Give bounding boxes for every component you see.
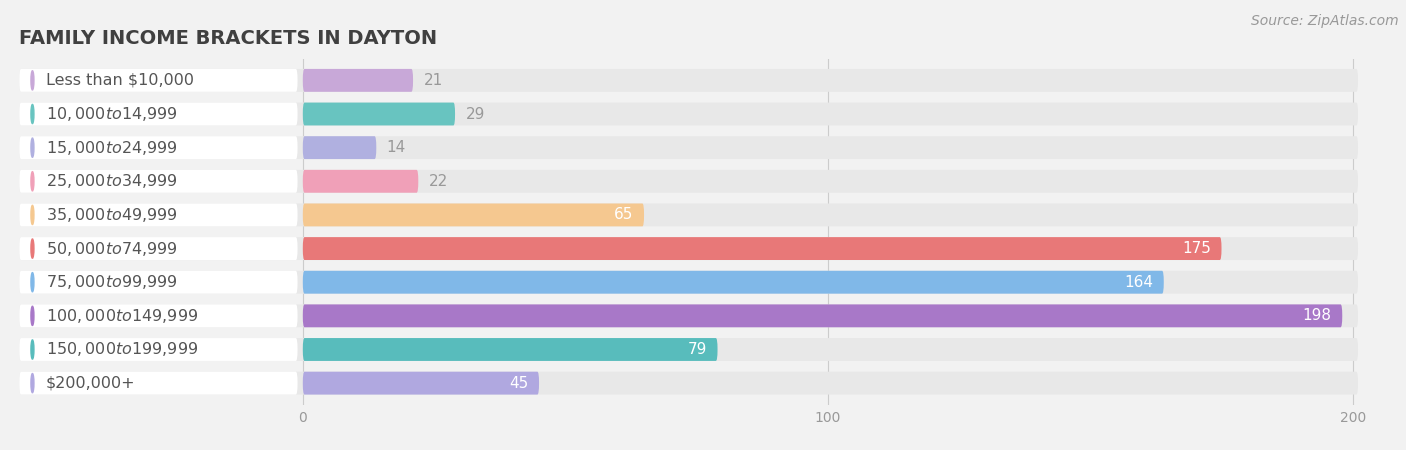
Circle shape [31, 71, 34, 90]
FancyBboxPatch shape [20, 103, 1358, 126]
FancyBboxPatch shape [20, 136, 1358, 159]
FancyBboxPatch shape [20, 271, 1358, 294]
FancyBboxPatch shape [20, 136, 298, 159]
Text: $150,000 to $199,999: $150,000 to $199,999 [45, 341, 198, 359]
Text: 175: 175 [1182, 241, 1211, 256]
Text: $10,000 to $14,999: $10,000 to $14,999 [45, 105, 177, 123]
FancyBboxPatch shape [302, 203, 644, 226]
FancyBboxPatch shape [20, 69, 298, 92]
Text: 45: 45 [509, 376, 529, 391]
Text: $200,000+: $200,000+ [45, 376, 135, 391]
Text: 14: 14 [387, 140, 406, 155]
FancyBboxPatch shape [20, 338, 298, 361]
Circle shape [31, 273, 34, 292]
Text: $15,000 to $24,999: $15,000 to $24,999 [45, 139, 177, 157]
FancyBboxPatch shape [20, 69, 1358, 92]
FancyBboxPatch shape [20, 203, 1358, 226]
FancyBboxPatch shape [302, 103, 456, 126]
Text: $100,000 to $149,999: $100,000 to $149,999 [45, 307, 198, 325]
FancyBboxPatch shape [302, 237, 1222, 260]
FancyBboxPatch shape [20, 304, 1358, 327]
Circle shape [31, 205, 34, 225]
Circle shape [31, 138, 34, 157]
Circle shape [31, 374, 34, 393]
Text: $25,000 to $34,999: $25,000 to $34,999 [45, 172, 177, 190]
Text: 164: 164 [1125, 274, 1153, 290]
Text: 29: 29 [465, 107, 485, 122]
Text: $75,000 to $99,999: $75,000 to $99,999 [45, 273, 177, 291]
Text: 198: 198 [1303, 308, 1331, 324]
FancyBboxPatch shape [20, 271, 298, 294]
FancyBboxPatch shape [302, 170, 419, 193]
Text: FAMILY INCOME BRACKETS IN DAYTON: FAMILY INCOME BRACKETS IN DAYTON [20, 29, 437, 49]
FancyBboxPatch shape [302, 338, 717, 361]
FancyBboxPatch shape [20, 170, 1358, 193]
FancyBboxPatch shape [302, 136, 377, 159]
Circle shape [31, 306, 34, 325]
Text: 21: 21 [423, 73, 443, 88]
FancyBboxPatch shape [20, 338, 1358, 361]
FancyBboxPatch shape [20, 237, 1358, 260]
FancyBboxPatch shape [302, 304, 1343, 327]
FancyBboxPatch shape [20, 372, 298, 395]
FancyBboxPatch shape [20, 372, 1358, 395]
FancyBboxPatch shape [20, 103, 298, 126]
FancyBboxPatch shape [302, 271, 1164, 294]
FancyBboxPatch shape [302, 69, 413, 92]
FancyBboxPatch shape [20, 203, 298, 226]
Circle shape [31, 340, 34, 359]
Text: 22: 22 [429, 174, 449, 189]
Circle shape [31, 104, 34, 124]
FancyBboxPatch shape [20, 237, 298, 260]
Text: Less than $10,000: Less than $10,000 [45, 73, 194, 88]
Text: $35,000 to $49,999: $35,000 to $49,999 [45, 206, 177, 224]
FancyBboxPatch shape [20, 170, 298, 193]
Text: Source: ZipAtlas.com: Source: ZipAtlas.com [1251, 14, 1399, 27]
Circle shape [31, 172, 34, 191]
Circle shape [31, 239, 34, 258]
Text: $50,000 to $74,999: $50,000 to $74,999 [45, 239, 177, 257]
FancyBboxPatch shape [20, 304, 298, 327]
Text: 79: 79 [688, 342, 707, 357]
Text: 65: 65 [614, 207, 634, 222]
FancyBboxPatch shape [302, 372, 538, 395]
